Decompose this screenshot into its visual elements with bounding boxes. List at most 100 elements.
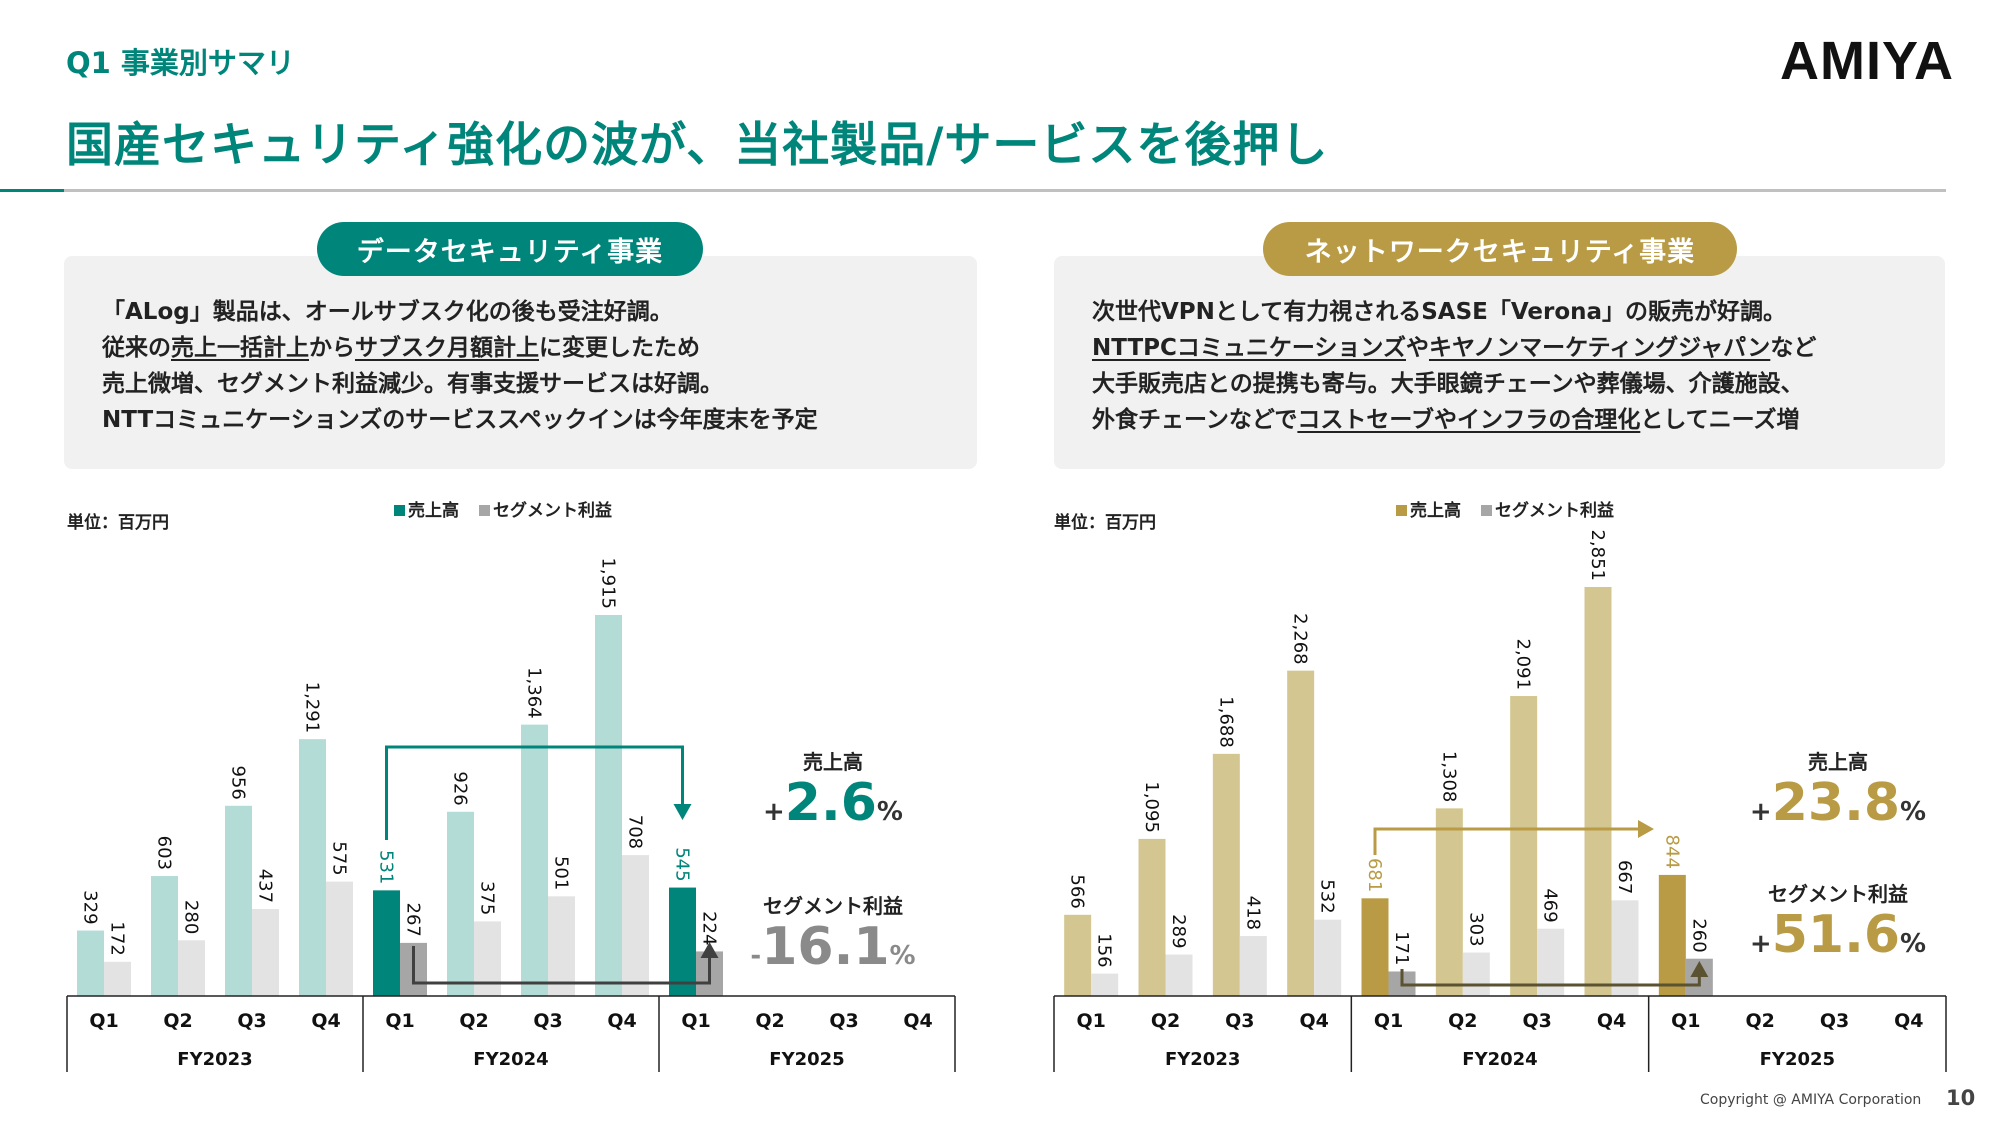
data-security-pill: データセキュリティ事業 (317, 222, 703, 276)
sales-data-label: 545 (672, 847, 693, 881)
legend-item-profit: セグメント利益 (1481, 496, 1614, 521)
sales-comparison-arrow (1373, 827, 1640, 855)
sales-data-label: 1,688 (1215, 696, 1236, 748)
page-number: 10 (1946, 1086, 1976, 1110)
chart-legend: 売上高 セグメント利益 (394, 496, 612, 521)
network-security-pill: ネットワークセキュリティ事業 (1263, 222, 1737, 276)
profit-data-label: 289 (1168, 914, 1189, 948)
sales-bar (669, 887, 696, 996)
quarter-tick-label: Q3 (1820, 1010, 1849, 1032)
profit-data-label: 667 (1614, 860, 1635, 894)
profit-data-label: 469 (1540, 888, 1561, 922)
sales-bar (1138, 838, 1166, 996)
sales-comparison-arrow (385, 745, 684, 840)
title-divider-accent (0, 189, 64, 192)
quarter-tick-label: Q2 (1745, 1010, 1774, 1032)
arrowhead-icon (700, 942, 719, 958)
quarter-tick-label: Q4 (607, 1010, 636, 1032)
sales-bar (77, 930, 104, 996)
sales-bar (373, 890, 400, 996)
title-divider (64, 189, 1946, 192)
description-line: 外食チェーンなどでコストセーブやインフラの合理化としてニーズ増 (1092, 402, 1816, 438)
sales-data-label: 1,364 (524, 667, 545, 719)
sales-data-label: 1,915 (598, 557, 619, 609)
fiscal-year-label: FY2024 (473, 1049, 548, 1070)
sales-bar (151, 876, 178, 996)
quarter-tick-label: Q3 (829, 1010, 858, 1032)
legend-swatch (479, 505, 490, 516)
underlined-phrase: NTTPCコミュニケーションズ (1092, 335, 1406, 361)
quarter-tick-label: Q2 (163, 1010, 192, 1032)
quarter-tick-label: Q4 (1597, 1010, 1626, 1032)
description-line: 大手販売店との提携も寄与。大手眼鏡チェーンや葬儀場、介護施設、 (1092, 366, 1816, 402)
profit-data-label: 172 (107, 921, 128, 955)
profit-growth-stat: セグメント利益 +51.6% (1749, 882, 1927, 965)
sales-data-label: 2,091 (1513, 638, 1534, 690)
profit-bar (1239, 936, 1267, 996)
sales-bar (521, 724, 548, 996)
profit-bar (104, 961, 131, 996)
profit-bar (326, 881, 353, 996)
sales-data-label: 1,308 (1438, 751, 1459, 803)
profit-data-label: 280 (181, 900, 202, 934)
text-segment: 大手販売店との提携も寄与。大手眼鏡チェーンや葬儀場、介護施設、 (1092, 371, 1804, 397)
quarter-tick-label: Q1 (1671, 1010, 1700, 1032)
amiya-logo: AMIYA (1780, 31, 1955, 91)
underlined-phrase: サブスク月額計上 (355, 335, 539, 361)
quarter-tick-label: Q2 (1151, 1010, 1180, 1032)
underlined-phrase: コストセーブやインフラの合理化 (1297, 407, 1641, 433)
profit-bar (252, 909, 279, 996)
profit-comparison-arrow (412, 946, 711, 985)
legend-item-sales: 売上高 (1396, 496, 1461, 521)
sales-bar (1658, 874, 1686, 996)
profit-bar (474, 921, 501, 996)
sales-bar (1287, 670, 1315, 996)
sales-bar (299, 739, 326, 996)
profit-data-label: 267 (403, 903, 424, 937)
sales-data-label: 329 (80, 890, 101, 924)
profit-bar (1165, 954, 1193, 996)
quarter-tick-label: Q2 (755, 1010, 784, 1032)
sales-bar (1064, 914, 1092, 996)
quarter-tick-label: Q4 (1299, 1010, 1328, 1032)
profit-data-label: 418 (1242, 896, 1263, 930)
description-line: 次世代VPNとして有力視されるSASE「Verona」の販売が好調。 (1092, 294, 1816, 330)
sales-data-label: 926 (450, 771, 471, 805)
underlined-phrase: 売上一括計上 (171, 335, 309, 361)
fiscal-year-label: FY2025 (1760, 1049, 1835, 1070)
profit-data-label: 303 (1465, 912, 1486, 946)
profit-data-label: 501 (551, 856, 572, 890)
legend-swatch (1396, 505, 1407, 516)
profit-bar (548, 896, 575, 996)
unit-label: 単位：百万円 (67, 513, 169, 533)
quarter-tick-label: Q1 (1374, 1010, 1403, 1032)
profit-bar (622, 855, 649, 996)
sales-bar (1584, 587, 1612, 996)
quarter-tick-label: Q3 (533, 1010, 562, 1032)
fiscal-year-label: FY2023 (177, 1049, 252, 1070)
text-segment: など (1770, 335, 1817, 361)
quarter-tick-label: Q3 (1225, 1010, 1254, 1032)
text-segment: 外食チェーンなどで (1092, 407, 1298, 433)
sales-bar (1361, 898, 1389, 996)
quarter-tick-label: Q2 (1448, 1010, 1477, 1032)
profit-bar (1314, 919, 1342, 996)
sales-data-label: 1,095 (1141, 781, 1162, 833)
sales-bar (447, 811, 474, 996)
sales-bar (1510, 696, 1538, 996)
unit-label: 単位：百万円 (1054, 513, 1156, 533)
network-security-summary-box (1054, 256, 1945, 469)
text-segment: 次世代VPNとして有力視されるSASE「Verona」の販売が好調。 (1092, 299, 1787, 325)
text-segment: や (1405, 335, 1429, 361)
profit-data-label: 224 (699, 911, 720, 945)
legend-swatch (1481, 505, 1492, 516)
sales-data-label: 2,851 (1587, 529, 1608, 581)
section-subtitle: Q1 事業別サマリ (66, 46, 295, 80)
sales-growth-stat: 売上高 +23.8% (1749, 750, 1927, 833)
legend-item-sales: 売上高 (394, 496, 459, 521)
quarter-tick-label: Q1 (1076, 1010, 1105, 1032)
profit-comparison-arrow (1400, 969, 1701, 987)
profit-data-label: 575 (329, 841, 350, 875)
quarter-tick-label: Q1 (89, 1010, 118, 1032)
profit-bar (178, 940, 205, 996)
